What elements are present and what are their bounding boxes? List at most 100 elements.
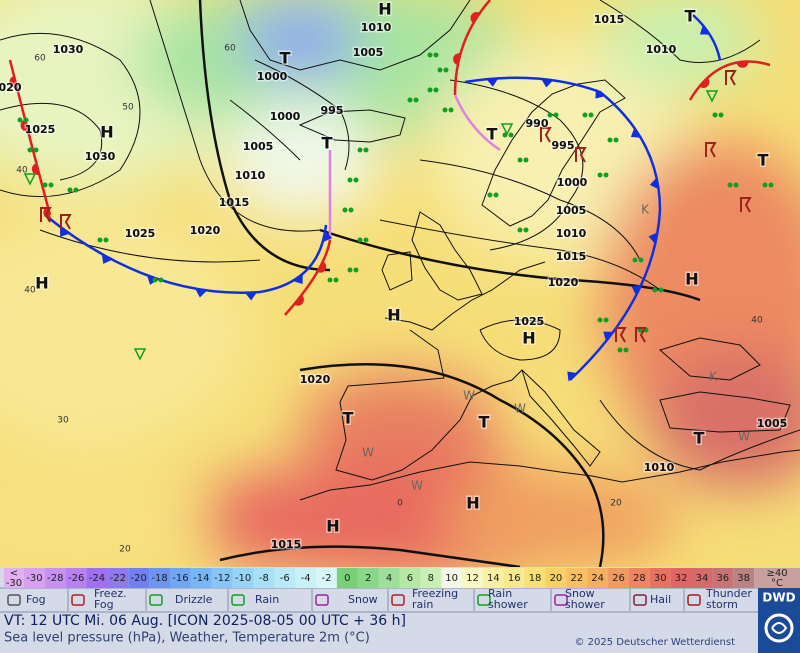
rain-symbol (353, 267, 359, 273)
rain-symbol (433, 87, 439, 93)
rain-shower-symbol (705, 90, 719, 103)
rain-symbol (718, 112, 724, 118)
cold-front-triangle (567, 371, 578, 382)
rain-symbol (768, 182, 774, 188)
cold-front-triangle (322, 230, 332, 243)
isobar-label: 1005 (757, 417, 788, 430)
isobar-label-halo: 995 (321, 104, 344, 117)
scale-cell (24, 568, 45, 588)
rain-symbol (357, 147, 363, 153)
rain-symbol (103, 237, 109, 243)
scale-label: 36 (716, 573, 729, 584)
isobar-label-halo: 1020 (300, 373, 331, 386)
rain-symbol (632, 257, 638, 263)
scale-cell (253, 568, 275, 588)
weather-icon (391, 594, 405, 606)
rain-symbol (487, 192, 493, 198)
isobar-label-halo: 1030 (53, 43, 84, 56)
pressure-center: T (479, 413, 490, 432)
isobar-label: 1020 (300, 373, 331, 386)
pressure-center-halo: T (685, 7, 696, 26)
warm-front-semicircle (736, 61, 749, 68)
isobar-label: 1010 (644, 461, 675, 474)
rain-shower-symbol (133, 348, 147, 361)
rain-symbol (97, 237, 103, 243)
rain-symbol (582, 112, 588, 118)
scale-label: 38 (737, 573, 750, 584)
scale-cell (274, 568, 296, 588)
isobar-label-halo: 1015 (556, 250, 587, 263)
rain-symbol (17, 117, 23, 123)
scale-label: 4 (386, 573, 392, 584)
scale-cell (628, 568, 650, 588)
iceland-coast (298, 109, 406, 143)
scale-cell (649, 568, 671, 588)
scale-cell (670, 568, 692, 588)
map: 1030 1030 1010 1010 1005 1005 1000 1000 1015 1015… (0, 0, 800, 567)
scale-label: -10 (235, 573, 251, 584)
weather-label: Snow (565, 587, 595, 600)
isobar-label: 1025 (514, 315, 545, 328)
isobar-label-halo: 1005 (353, 46, 384, 59)
weather-label: Hail (650, 593, 671, 606)
isobar-label: 1005 (243, 140, 274, 153)
weather-icon (71, 594, 85, 606)
scale-cell (378, 568, 400, 588)
greenland-coast (239, 0, 471, 71)
weather-icon (554, 594, 568, 606)
rain-symbol (407, 97, 413, 103)
cold-front-triangle (293, 274, 303, 285)
scale-cell (566, 568, 588, 588)
isobar-label: 1010 (646, 43, 677, 56)
scale-label: -4 (301, 573, 311, 584)
weather-icon (231, 594, 245, 606)
temperature-label: 50 (122, 103, 134, 113)
rain-symbol (347, 177, 353, 183)
isobar-label-halo: 1025 (514, 315, 545, 328)
pressure-center-halo: H (378, 0, 391, 19)
pressure-center-halo: H (326, 517, 339, 536)
isobar-label: 1015 (594, 13, 625, 26)
weather-label: shower (565, 598, 605, 611)
rain-symbol (23, 117, 29, 123)
weather-icon (7, 594, 21, 606)
scale-label: 16 (508, 573, 521, 584)
cold-front-triangle (648, 232, 658, 244)
pressure-center-halo: T (758, 151, 769, 170)
thunderstorm-symbol (60, 214, 72, 230)
scale-label: 6 (407, 573, 413, 584)
weather-label: Snow (348, 593, 378, 606)
scale-label: 14 (487, 573, 500, 584)
scale-label: -16 (172, 573, 188, 584)
isobar-label-halo: 1005 (243, 140, 274, 153)
scale-label: 10 (445, 573, 458, 584)
thunderstorm-symbol (725, 70, 737, 86)
warm-front-semicircle (453, 53, 461, 66)
isobar-label-halo: 1010 (361, 21, 392, 34)
scale-label: -6 (280, 573, 290, 584)
scale-label: 24 (591, 573, 604, 584)
scale-cell (149, 568, 171, 588)
rain-symbol (353, 177, 359, 183)
scale-cell (482, 568, 504, 588)
scale-low-symbol: < (10, 568, 18, 579)
scale-cell (399, 568, 421, 588)
scale-low-value: -30 (6, 578, 22, 589)
rain-symbol (448, 107, 454, 113)
isobar-label: 1015 (556, 250, 587, 263)
temperature-field (0, 0, 800, 567)
scale-label: -20 (131, 573, 147, 584)
africa-coast (299, 449, 800, 501)
rain-symbol (762, 182, 768, 188)
isobar-label: 990 (526, 117, 549, 130)
rain-symbol (347, 267, 353, 273)
scale-label: -18 (151, 573, 167, 584)
isobar-label: 995 (321, 104, 344, 117)
rain-symbol (363, 147, 369, 153)
pressure-center-halo: H (100, 123, 113, 142)
pressure-center-halo: H (387, 306, 400, 325)
isobar-label-halo: 1010 (646, 43, 677, 56)
rain-symbol (623, 347, 629, 353)
cold-front-triangle (699, 24, 710, 35)
scale-label: 28 (633, 573, 646, 584)
